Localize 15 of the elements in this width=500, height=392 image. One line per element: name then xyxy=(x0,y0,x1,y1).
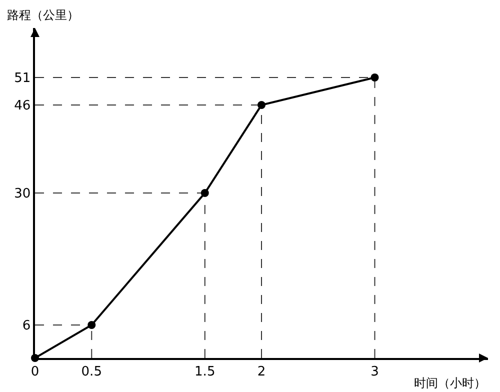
point xyxy=(200,189,209,197)
point xyxy=(258,101,266,109)
point xyxy=(370,74,379,82)
x-tick-label: 0.5 xyxy=(81,364,102,380)
x-tick-label: 1.5 xyxy=(194,364,216,380)
y-tick-label: 30 xyxy=(14,186,31,202)
y-tick-label: 51 xyxy=(14,71,31,86)
x-axis-title: 时间（小时） xyxy=(414,376,486,390)
point xyxy=(88,321,96,329)
y-tick-label: 46 xyxy=(14,98,31,114)
x-tick-label: 3 xyxy=(370,364,379,380)
x-tick-label: 2 xyxy=(257,364,266,380)
y-axis-title: 路程（公里） xyxy=(7,8,79,22)
y-tick-label: 6 xyxy=(22,318,31,334)
x-tick-label: 0 xyxy=(30,364,40,380)
